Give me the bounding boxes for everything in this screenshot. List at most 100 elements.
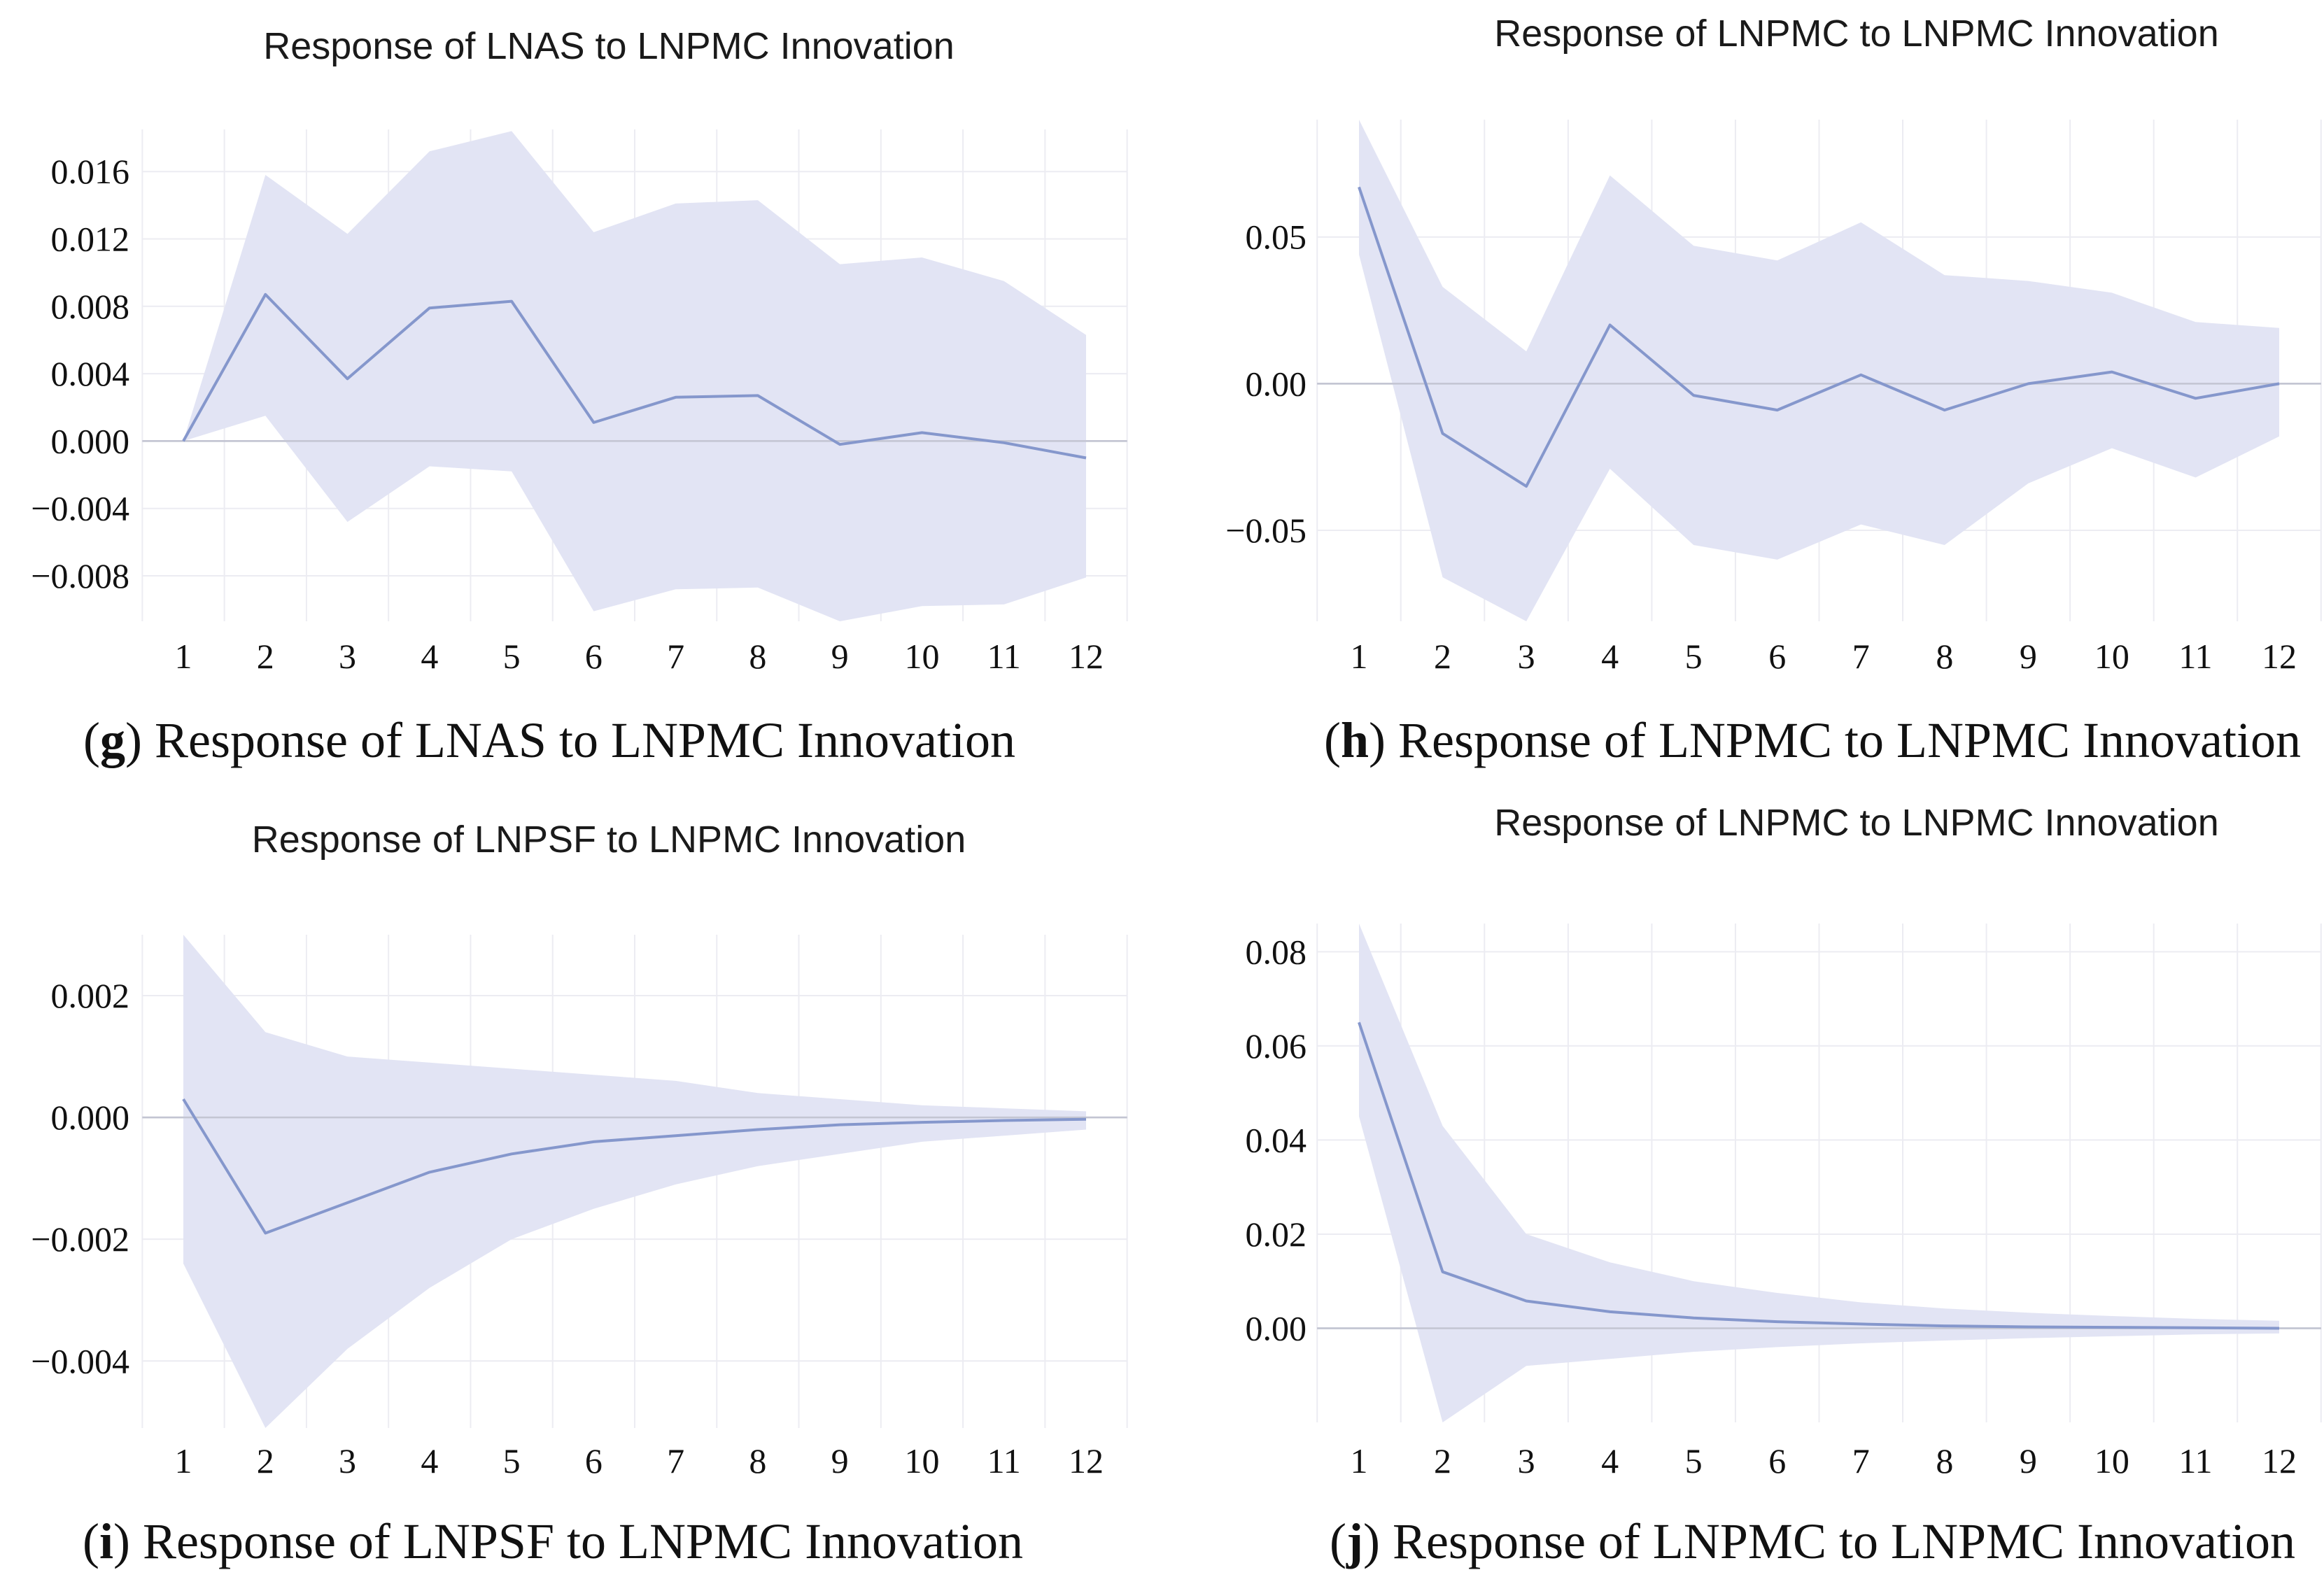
chart-title: Response of LNPMC to LNPMC Innovation	[1494, 13, 2219, 55]
caption-label: g	[100, 712, 125, 768]
y-tick-label: 0.000	[51, 1098, 130, 1137]
x-tick-label: 6	[585, 637, 603, 676]
confidence-band	[183, 935, 1086, 1428]
x-tick-label: 8	[749, 1441, 766, 1480]
x-tick-label: 3	[1518, 637, 1535, 676]
x-tick-label: 9	[831, 637, 849, 676]
x-tick-label: 2	[257, 637, 274, 676]
y-tick-label: 0.016	[51, 152, 130, 191]
y-tick-label: 0.00	[1246, 1308, 1307, 1348]
chart-h: Response of LNPMC to LNPMC Innovation 0.…	[1225, 13, 2322, 768]
x-tick-label: 10	[2094, 1441, 2129, 1480]
x-tick-label: 7	[667, 1441, 684, 1480]
x-tick-label: 3	[339, 637, 356, 676]
y-tick-label: 0.04	[1246, 1120, 1307, 1159]
caption-label: j	[1346, 1513, 1363, 1569]
confidence-band	[1359, 120, 2279, 621]
x-tick-label: 9	[2020, 637, 2037, 676]
x-tick-label: 10	[904, 637, 939, 676]
caption-text: Response of LNPMC to LNPMC Innovation	[1393, 1513, 2295, 1569]
figure-caption: (g) Response of LNAS to LNPMC Innovation	[83, 712, 1015, 768]
chart-title: Response of LNAS to LNPMC Innovation	[263, 25, 955, 67]
chart-j: Response of LNPMC to LNPMC Innovation 0.…	[1246, 802, 2322, 1569]
caption-text: Response of LNPMC to LNPMC Innovation	[1398, 712, 2301, 768]
x-tick-label: 8	[1936, 1441, 1953, 1480]
caption-text: Response of LNAS to LNPMC Innovation	[155, 712, 1015, 768]
x-tick-label: 11	[987, 1441, 1021, 1480]
x-tick-label: 1	[175, 1441, 192, 1480]
y-tick-label: −0.008	[31, 556, 129, 595]
y-tick-labels: 0.002 0.000 −0.002 −0.004	[31, 976, 129, 1380]
confidence-band	[1359, 924, 2279, 1422]
y-tick-label: 0.00	[1246, 364, 1307, 403]
x-tick-label: 12	[2262, 1441, 2297, 1480]
x-tick-label: 5	[503, 1441, 521, 1480]
x-tick-label: 5	[503, 637, 521, 676]
caption-label: i	[99, 1513, 113, 1569]
y-tick-label: 0.08	[1246, 932, 1307, 971]
x-tick-label: 10	[904, 1441, 939, 1480]
x-tick-label: 6	[585, 1441, 603, 1480]
x-tick-label: 1	[1351, 1441, 1368, 1480]
x-tick-label: 6	[1768, 637, 1786, 676]
chart-title: Response of LNPMC to LNPMC Innovation	[1494, 802, 2219, 844]
plot-area: 0.080.060.040.020.001 2 3 4 5 6 7 8 9 10 11 12	[1246, 924, 2322, 1480]
y-tick-label: 0.05	[1246, 218, 1307, 257]
x-tick-label: 12	[1069, 1441, 1104, 1480]
x-tick-label: 5	[1685, 637, 1703, 676]
x-tick-label: 7	[667, 637, 684, 676]
figure-caption: (j) Response of LNPMC to LNPMC Innovatio…	[1330, 1513, 2295, 1569]
response-line	[1358, 186, 2280, 488]
panel-g: Response of LNAS to LNPMC Innovation 0.0…	[0, 0, 1162, 796]
x-tick-label: 12	[1069, 637, 1104, 676]
x-tick-label: 11	[987, 637, 1021, 676]
y-tick-label: −0.05	[1225, 511, 1307, 550]
x-tick-label: 4	[1601, 1441, 1619, 1480]
plot-area: 0.050.00−0.051 2 3 4 5 6 7 8 9 10 11 12	[1225, 120, 2322, 676]
x-tick-labels: 1 2 3 4 5 6 7 8 9 10 11 12	[175, 637, 1104, 676]
caption-text: Response of LNPSF to LNPMC Innovation	[143, 1513, 1023, 1569]
chart-title: Response of LNPSF to LNPMC Innovation	[252, 819, 966, 861]
x-tick-label: 8	[749, 637, 766, 676]
x-tick-label: 7	[1852, 1441, 1870, 1480]
y-tick-label: 0.012	[51, 219, 130, 258]
response-line	[182, 292, 1087, 460]
x-tick-label: 8	[1936, 637, 1953, 676]
y-tick-label: −0.002	[31, 1219, 129, 1259]
figure-caption: (h) Response of LNPMC to LNPMC Innovatio…	[1324, 712, 2301, 768]
figure-caption: (i) Response of LNPSF to LNPMC Innovatio…	[83, 1513, 1023, 1569]
response-line	[182, 1098, 1087, 1235]
y-tick-label: 0.004	[51, 354, 130, 393]
panel-j: Response of LNPMC to LNPMC Innovation 0.…	[1162, 796, 2323, 1591]
x-tick-labels: 1 2 3 4 5 6 7 8 9 10 11 12	[1351, 1441, 2297, 1480]
x-tick-label: 3	[1518, 1441, 1535, 1480]
y-tick-label: 0.06	[1246, 1026, 1307, 1066]
y-tick-label: 0.002	[51, 976, 130, 1015]
y-tick-label: −0.004	[31, 1341, 129, 1380]
x-tick-label: 2	[257, 1441, 274, 1480]
x-tick-label: 9	[831, 1441, 849, 1480]
x-tick-label: 11	[2178, 1441, 2212, 1480]
x-tick-label: 11	[2178, 637, 2212, 676]
caption-label: h	[1341, 712, 1369, 768]
y-tick-labels: 0.08 0.06 0.04 0.02 0.00	[1246, 932, 1307, 1348]
y-tick-label: 0.008	[51, 287, 130, 326]
panel-h: Response of LNPMC to LNPMC Innovation 0.…	[1162, 0, 2323, 796]
y-tick-label: 0.02	[1246, 1215, 1307, 1254]
x-tick-label: 12	[2262, 637, 2297, 676]
x-tick-labels: 1 2 3 4 5 6 7 8 9 10 11 12	[1351, 637, 2297, 676]
x-tick-label: 10	[2094, 637, 2129, 676]
x-tick-label: 3	[339, 1441, 356, 1480]
x-tick-label: 4	[1601, 637, 1619, 676]
x-tick-label: 2	[1434, 637, 1451, 676]
x-tick-label: 4	[421, 637, 438, 676]
x-tick-label: 6	[1768, 1441, 1786, 1480]
panel-i: Response of LNPSF to LNPMC Innovation 0.…	[0, 796, 1162, 1591]
x-tick-label: 9	[2020, 1441, 2037, 1480]
y-tick-label: −0.004	[31, 489, 129, 528]
response-line	[1358, 1021, 2280, 1330]
x-tick-label: 5	[1685, 1441, 1703, 1480]
x-tick-label: 7	[1852, 637, 1870, 676]
